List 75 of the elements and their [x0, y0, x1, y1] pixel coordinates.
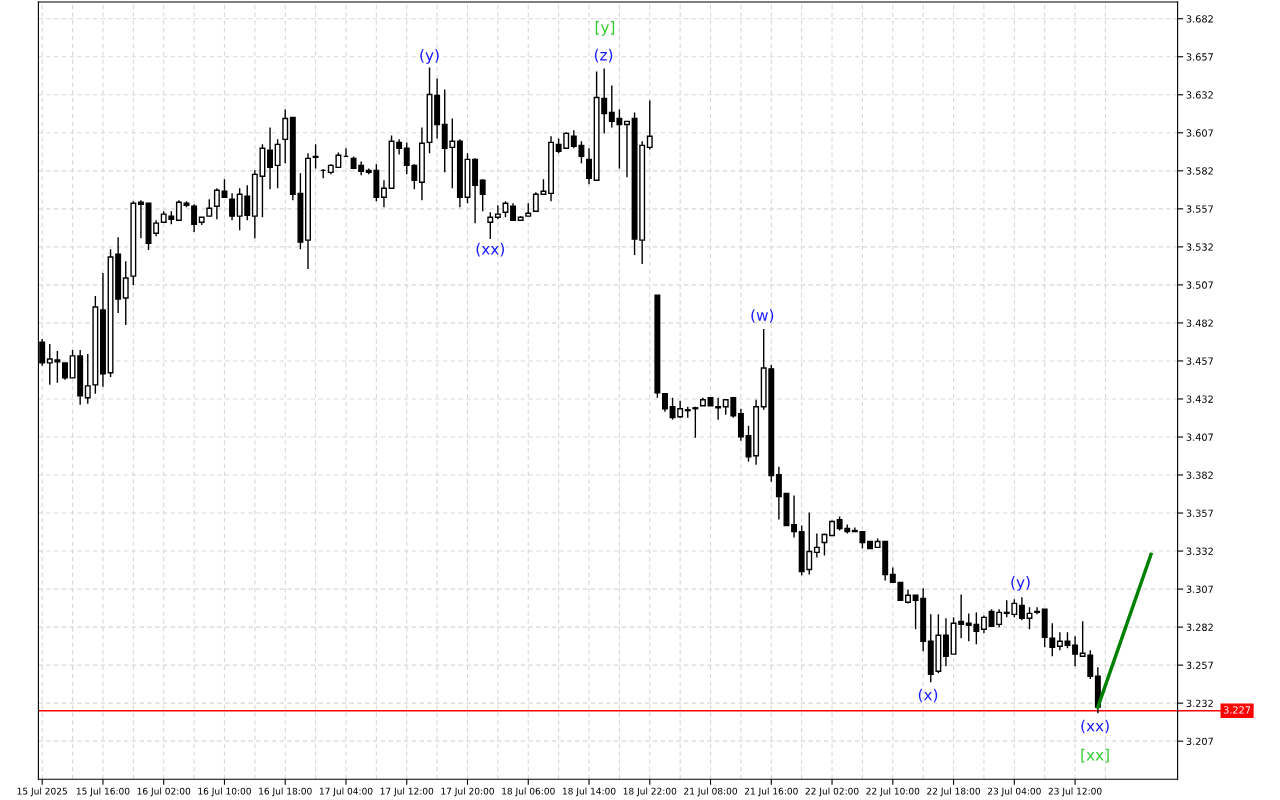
annotation: (y)	[1011, 576, 1030, 591]
candlestick	[229, 192, 236, 221]
candlestick	[274, 138, 281, 190]
y-tick-label: 3.557	[1186, 205, 1213, 213]
x-tick-label: 17 Jul 20:00	[441, 787, 494, 797]
y-tick-label: 3.632	[1186, 91, 1213, 99]
candlestick	[1072, 635, 1079, 667]
candlestick	[122, 260, 129, 326]
candlestick	[586, 147, 592, 185]
x-tick-label: 18 Jul 14:00	[562, 787, 616, 797]
x-tick-label: 21 Jul 16:00	[744, 787, 798, 797]
candlestick	[942, 617, 949, 667]
x-tick-label: 15 Jul 2025	[17, 787, 67, 797]
candlestick	[282, 108, 289, 165]
y-tick-label: 3.357	[1186, 509, 1213, 517]
y-tick-label: 3.332	[1186, 547, 1213, 555]
y-tick-label: 3.582	[1186, 167, 1213, 175]
y-tick-label: 3.532	[1186, 243, 1213, 251]
x-tick-label: 23 Jul 04:00	[987, 787, 1041, 797]
x-tick-label: 17 Jul 04:00	[319, 787, 373, 797]
x-tick-label: 16 Jul 02:00	[137, 787, 191, 797]
y-tick-label: 3.207	[1186, 737, 1213, 746]
y-tick-label: 3.432	[1186, 395, 1213, 403]
x-tick-label: 22 Jul 10:00	[866, 787, 920, 797]
candlestick	[175, 199, 182, 221]
annotation: (y)	[420, 49, 439, 64]
annotation: (xx)	[476, 242, 504, 257]
candlestick	[191, 203, 198, 233]
x-tick-label: 18 Jul 22:00	[623, 787, 677, 797]
y-tick-label: 3.482	[1186, 319, 1213, 327]
annotation: (w)	[751, 309, 774, 323]
x-tick-label: 23 Jul 12:00	[1048, 787, 1102, 797]
candlestick	[312, 143, 319, 170]
candlestick	[1018, 596, 1025, 621]
candlestick	[775, 465, 782, 521]
x-tick-label: 21 Jul 08:00	[684, 787, 737, 797]
candlestick	[791, 494, 798, 539]
candlestick	[737, 408, 744, 442]
x-tick-label: 22 Jul 18:00	[927, 787, 981, 797]
annotation: (xx)	[1081, 719, 1109, 734]
x-tick-label: 18 Jul 06:00	[502, 787, 555, 797]
annotation: [xx]	[1081, 748, 1109, 763]
candlestick	[646, 99, 653, 151]
x-tick-label: 17 Jul 12:00	[380, 787, 434, 797]
y-tick-label: 3.657	[1186, 53, 1213, 61]
ref-line-label: 3.227	[1223, 706, 1251, 714]
x-tick-label: 16 Jul 18:00	[259, 787, 312, 797]
y-tick-label: 3.232	[1186, 699, 1213, 707]
candlestick	[137, 199, 144, 239]
candlestick	[479, 178, 486, 212]
y-tick-label: 3.257	[1186, 661, 1213, 669]
candlestick	[813, 532, 820, 559]
y-tick-label: 3.682	[1186, 15, 1213, 23]
y-tick-label: 3.282	[1186, 623, 1213, 631]
x-tick-label: 16 Jul 10:00	[198, 787, 251, 797]
candlestick	[1056, 631, 1063, 651]
y-tick-label: 3.407	[1186, 433, 1213, 441]
candlestick	[692, 406, 699, 439]
y-tick-label: 3.507	[1186, 281, 1213, 289]
candlestick	[624, 120, 630, 179]
candlestick	[1049, 622, 1056, 658]
candlestick	[487, 211, 494, 240]
annotation: [y]	[595, 21, 615, 36]
candlestick	[380, 179, 387, 208]
y-tick-label: 3.607	[1186, 129, 1213, 137]
candlestick	[1034, 606, 1041, 616]
x-tick-label: 15 Jul 16:00	[76, 787, 130, 797]
x-tick-label: 22 Jul 02:00	[805, 787, 859, 797]
y-tick-label: 3.457	[1186, 357, 1213, 365]
y-tick-label: 3.307	[1186, 585, 1213, 593]
annotation: (x)	[918, 688, 938, 703]
candlestick	[267, 126, 274, 190]
y-tick-label: 3.382	[1186, 471, 1213, 479]
annotation: (z)	[594, 48, 613, 63]
candlestick	[494, 204, 501, 220]
